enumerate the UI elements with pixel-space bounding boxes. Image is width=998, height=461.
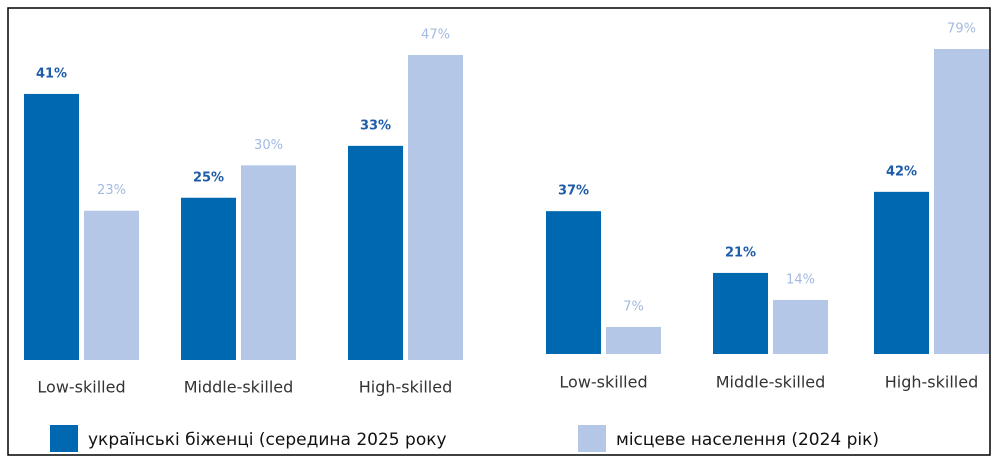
value-label: 7%: [623, 299, 644, 314]
value-label: 37%: [558, 184, 589, 199]
value-label: 23%: [97, 183, 126, 198]
bar: [241, 165, 296, 360]
bar: [24, 93, 79, 361]
bar: [606, 326, 661, 354]
bar: [84, 210, 139, 360]
category-label: Low-skilled: [37, 378, 125, 397]
value-label: 14%: [786, 272, 815, 287]
bar: [348, 145, 403, 360]
legend-label: українські біженці (середина 2025 року: [88, 430, 447, 450]
bar: [713, 272, 768, 354]
bar: [408, 55, 463, 360]
value-label: 30%: [254, 138, 283, 153]
category-label: High-skilled: [359, 378, 452, 397]
legend-swatch: [578, 425, 606, 452]
value-label: 42%: [886, 164, 917, 179]
bar: [773, 299, 828, 354]
bar: [934, 49, 989, 354]
category-label: Middle-skilled: [716, 373, 826, 392]
bar: [874, 191, 929, 354]
value-label: 21%: [725, 245, 756, 260]
category-label: High-skilled: [885, 373, 978, 392]
value-label: 47%: [421, 28, 450, 43]
value-label: 79%: [947, 22, 976, 37]
legend-swatch: [50, 425, 78, 452]
frame: [7, 7, 991, 456]
value-label: 41%: [36, 66, 67, 81]
value-label: 25%: [193, 170, 224, 185]
bar: [181, 197, 236, 360]
value-label: 33%: [360, 118, 391, 133]
bar: [546, 211, 601, 354]
category-label: Low-skilled: [559, 373, 647, 392]
legend-label: місцеве населення (2024 рік): [616, 430, 879, 450]
category-label: Middle-skilled: [184, 378, 294, 397]
